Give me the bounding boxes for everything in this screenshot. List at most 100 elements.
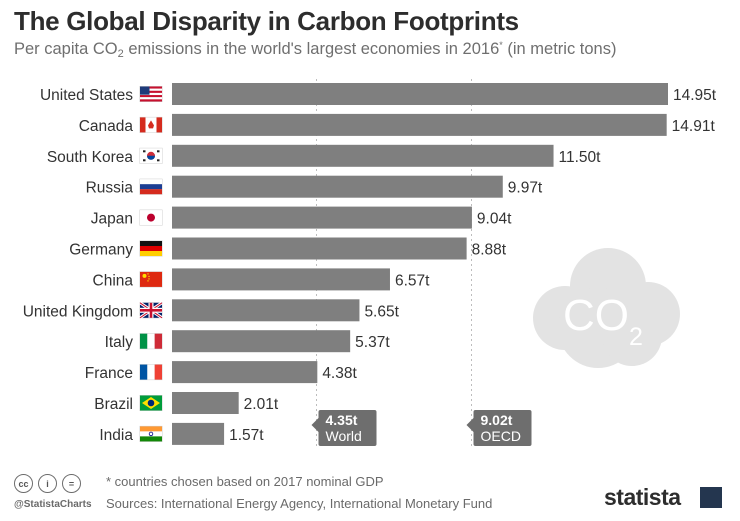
category-label: United Kingdom <box>23 303 133 320</box>
bar-group-india: 1.57t India <box>99 422 264 445</box>
flag-stripe <box>140 179 162 185</box>
category-label: Russia <box>86 180 134 197</box>
flag-globe <box>147 399 155 407</box>
flag-india-icon <box>139 425 163 442</box>
category-label: China <box>93 272 134 289</box>
flag-stripe <box>140 246 162 251</box>
flag-stripe <box>140 436 162 442</box>
flag-stripe <box>140 431 162 437</box>
flag-stripe <box>140 99 162 102</box>
flag-stripe <box>140 189 162 195</box>
bar-south-korea <box>172 144 554 167</box>
bar-united-kingdom <box>172 299 360 322</box>
flag-trigram <box>157 150 160 153</box>
value-label: 5.37t <box>355 334 390 351</box>
value-label: 14.91t <box>672 118 716 135</box>
flag-leaf <box>148 120 154 129</box>
flag-stripe <box>154 364 162 380</box>
flag-disc <box>147 213 155 222</box>
reference-value-label: 4.35t <box>326 412 358 428</box>
value-label: 6.57t <box>395 272 430 289</box>
value-label: 9.04t <box>477 211 512 228</box>
bar-group-italy: 5.37t Italy <box>105 330 390 353</box>
flag-japan-icon <box>139 209 163 226</box>
cloud-puff <box>602 306 662 366</box>
chart-title: The Global Disparity in Carbon Footprint… <box>14 6 519 36</box>
bar-group-south-korea: 11.50t South Korea <box>47 144 602 167</box>
reference-value-label: 9.02t <box>481 412 513 428</box>
flag-stripe <box>140 86 162 89</box>
flag-stripe <box>140 88 162 91</box>
flag-trigram <box>157 159 160 162</box>
value-label: 11.50t <box>559 149 602 166</box>
category-label: Italy <box>105 334 134 351</box>
bar-china <box>172 268 390 291</box>
bar-canada <box>172 113 667 136</box>
flag-germany-icon <box>139 240 163 257</box>
flag-stripe <box>140 184 162 190</box>
category-label: Canada <box>79 118 134 135</box>
reference-name-label: OECD <box>481 428 521 444</box>
footnote: * countries chosen based on 2017 nominal… <box>106 474 384 489</box>
category-label: India <box>99 427 133 444</box>
value-label: 8.88t <box>472 242 507 259</box>
flag-chakra <box>148 431 154 437</box>
statista-handle: @StatistaCharts <box>14 499 92 510</box>
co2-cloud-icon: CO 2 <box>533 248 680 368</box>
co2-cloud-subscript: 2 <box>629 323 643 351</box>
flag-star <box>142 273 147 278</box>
flag-united-kingdom-icon <box>139 301 163 320</box>
flag-star <box>147 273 149 275</box>
bar-group-russia: 9.97t Russia <box>86 175 543 198</box>
flag-stripe <box>140 92 162 96</box>
flag-brazil-icon <box>139 395 163 411</box>
bar-group-canada: 14.91t Canada <box>79 113 716 136</box>
category-label: France <box>85 365 133 382</box>
flag-stripe <box>140 333 148 349</box>
bar-group-japan: 9.04t Japan <box>91 206 512 229</box>
flag-stripe <box>140 241 162 246</box>
reference-pointer <box>311 418 319 432</box>
flag-taeguk <box>147 155 155 160</box>
creative-commons-icon: cc <box>14 474 33 493</box>
flag-trigram <box>143 159 146 162</box>
value-label: 2.01t <box>244 396 279 413</box>
bar-united-states <box>172 83 668 105</box>
flag-star <box>147 280 149 282</box>
flag-russia-icon <box>139 178 163 195</box>
category-label: South Korea <box>47 149 134 166</box>
flag-stripe <box>140 364 148 380</box>
value-label: 1.57t <box>229 427 264 444</box>
value-label: 14.95t <box>673 87 717 104</box>
flag-stripe <box>140 90 162 93</box>
reference-pointer <box>466 418 474 432</box>
statista-logo[interactable]: statista <box>604 484 681 510</box>
category-label: United States <box>40 87 133 104</box>
flag-stripe <box>140 95 162 98</box>
statista-logo-icon <box>700 487 722 508</box>
bar-group-united-states: 14.95t United States <box>40 83 717 105</box>
flag-france-icon <box>139 364 163 381</box>
bar-india <box>172 422 225 445</box>
category-label: Japan <box>91 211 133 228</box>
bar-group-germany: 8.88t Germany <box>69 237 507 260</box>
flag-stripe <box>147 333 155 349</box>
flag-china-icon <box>139 271 163 288</box>
flag-field <box>140 271 162 287</box>
bar-italy <box>172 330 351 353</box>
flag-canada-icon <box>139 116 163 133</box>
bar-group-china: 6.57t China <box>93 268 430 291</box>
bar-brazil <box>172 392 239 414</box>
flag-south-korea-icon <box>139 147 163 164</box>
license-icons: cc i = <box>14 474 81 493</box>
bar-japan <box>172 206 472 229</box>
flag-star <box>148 278 150 280</box>
flag-band <box>140 117 146 133</box>
flag-band <box>156 117 162 133</box>
bar-group-united-kingdom: 5.65t United Kingdom <box>23 299 400 322</box>
no-derivatives-icon: = <box>62 474 81 493</box>
category-label: Germany <box>69 242 133 259</box>
flag-canton <box>140 86 150 95</box>
flag-stripe <box>140 97 162 100</box>
